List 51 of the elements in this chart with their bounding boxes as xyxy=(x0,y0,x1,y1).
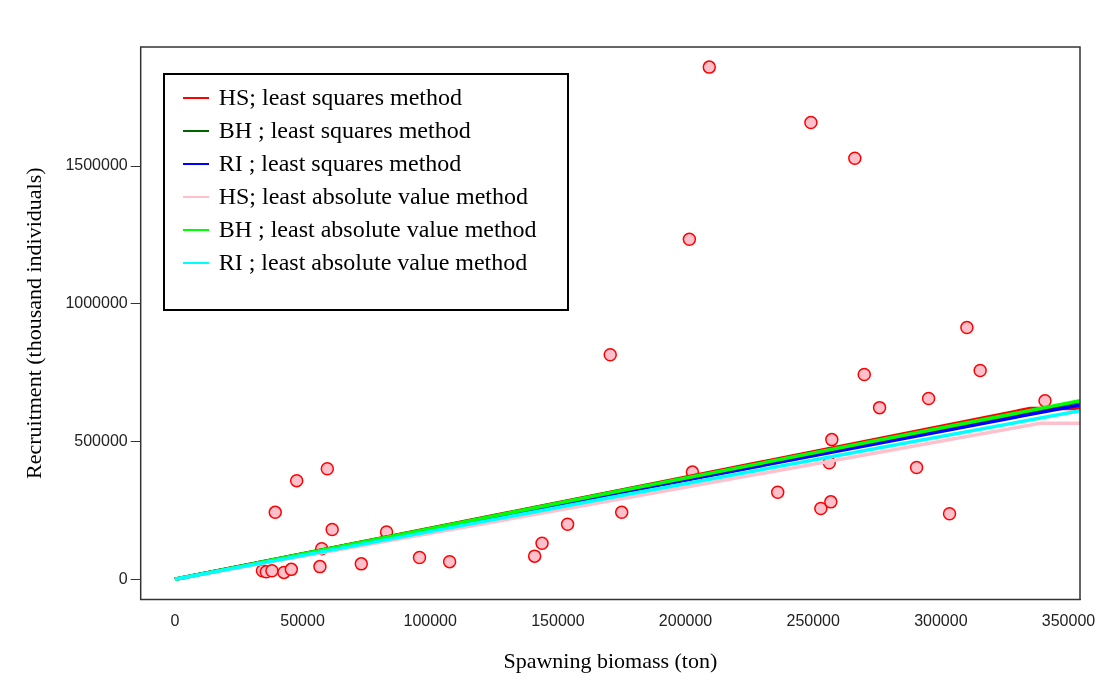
point xyxy=(354,557,369,571)
legend-label: RI ; least absolute value method xyxy=(218,248,528,277)
point xyxy=(973,363,987,378)
point xyxy=(814,501,828,516)
x-tick-label: 200000 xyxy=(658,612,713,630)
y-tick-label: 1500000 xyxy=(65,156,128,174)
x-tick-label: 250000 xyxy=(786,612,840,630)
point xyxy=(560,517,575,531)
point xyxy=(325,522,339,537)
y-tick-label: 0 xyxy=(118,569,128,587)
point xyxy=(284,562,299,577)
point xyxy=(268,505,282,520)
point xyxy=(603,348,617,362)
x-tick-label: 0 xyxy=(170,612,180,630)
point xyxy=(527,549,542,563)
point xyxy=(824,495,838,509)
point xyxy=(614,505,629,520)
legend-label: RI ; least squares method xyxy=(218,149,462,178)
point xyxy=(848,151,862,166)
point xyxy=(942,506,957,521)
x-tick-label: 50000 xyxy=(280,612,325,630)
x-tick-label: 350000 xyxy=(1041,612,1096,630)
y-axis-title: Recruitment (thousand individuals) xyxy=(20,167,46,479)
x-tick-label: 300000 xyxy=(914,612,968,630)
point xyxy=(857,367,872,382)
y-tick-label: 1000000 xyxy=(65,294,128,312)
x-tick-label: 150000 xyxy=(531,612,585,630)
point xyxy=(320,462,335,476)
legend-label: BH ; least squares method xyxy=(218,116,471,145)
point xyxy=(825,432,839,447)
point xyxy=(921,391,936,406)
point xyxy=(442,554,457,569)
legend-label: BH ; least absolute value method xyxy=(218,215,537,244)
point xyxy=(702,60,717,74)
point xyxy=(313,559,327,574)
legend-label: HS; least absolute value method xyxy=(218,182,528,211)
point xyxy=(289,473,304,488)
point xyxy=(909,460,924,475)
point xyxy=(535,536,549,550)
point xyxy=(265,564,279,578)
point xyxy=(770,485,785,499)
point xyxy=(804,115,818,130)
point xyxy=(960,320,974,335)
point xyxy=(412,550,427,565)
point xyxy=(1038,394,1052,408)
point xyxy=(872,400,887,415)
legend-label: HS; least squares method xyxy=(218,83,462,112)
x-tick-label: 100000 xyxy=(403,612,458,630)
x-axis-title: Spawning biomass (ton) xyxy=(503,647,718,673)
point xyxy=(682,232,697,247)
y-tick-label: 500000 xyxy=(74,431,128,449)
